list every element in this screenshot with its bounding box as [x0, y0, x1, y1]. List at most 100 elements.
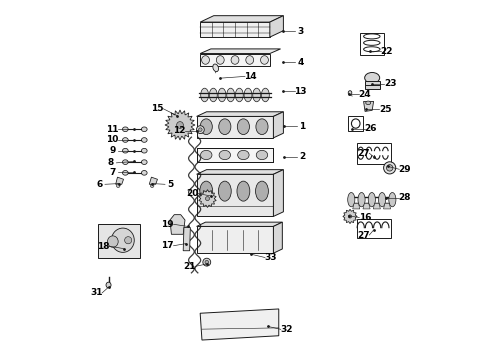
- Ellipse shape: [200, 150, 212, 159]
- Ellipse shape: [142, 160, 147, 165]
- Ellipse shape: [238, 150, 249, 159]
- Polygon shape: [196, 170, 283, 174]
- Text: 33: 33: [265, 253, 277, 262]
- Polygon shape: [199, 190, 216, 207]
- Text: 7: 7: [109, 168, 116, 177]
- Ellipse shape: [205, 197, 210, 201]
- Ellipse shape: [384, 162, 396, 174]
- Ellipse shape: [205, 260, 209, 264]
- Ellipse shape: [196, 126, 204, 134]
- Polygon shape: [353, 203, 360, 209]
- Ellipse shape: [122, 127, 128, 132]
- Ellipse shape: [348, 91, 352, 95]
- Text: 16: 16: [359, 213, 371, 222]
- Text: 15: 15: [151, 104, 163, 113]
- Polygon shape: [200, 16, 283, 22]
- Polygon shape: [384, 203, 391, 209]
- Polygon shape: [365, 81, 380, 89]
- Text: 22: 22: [380, 47, 392, 56]
- Ellipse shape: [246, 56, 254, 64]
- Ellipse shape: [142, 148, 147, 153]
- Text: 28: 28: [398, 193, 411, 202]
- Polygon shape: [200, 309, 279, 340]
- Ellipse shape: [201, 88, 209, 102]
- Ellipse shape: [150, 184, 154, 188]
- Text: 13: 13: [294, 87, 307, 96]
- Polygon shape: [116, 177, 123, 184]
- Ellipse shape: [365, 72, 380, 83]
- Text: 32: 32: [280, 325, 293, 334]
- Ellipse shape: [256, 150, 268, 159]
- Polygon shape: [196, 148, 273, 162]
- Ellipse shape: [368, 193, 375, 207]
- Polygon shape: [200, 49, 281, 54]
- Polygon shape: [149, 177, 157, 184]
- Ellipse shape: [218, 88, 226, 102]
- Polygon shape: [196, 116, 273, 138]
- Ellipse shape: [201, 56, 209, 64]
- Polygon shape: [363, 203, 370, 209]
- Ellipse shape: [348, 193, 355, 207]
- Ellipse shape: [111, 228, 134, 252]
- Ellipse shape: [237, 181, 250, 201]
- Ellipse shape: [389, 193, 396, 207]
- Text: 1: 1: [299, 122, 306, 131]
- Polygon shape: [343, 209, 357, 224]
- Ellipse shape: [219, 181, 231, 201]
- Text: 12: 12: [173, 126, 186, 135]
- Text: 2: 2: [299, 152, 306, 161]
- Ellipse shape: [200, 119, 212, 135]
- Polygon shape: [183, 228, 190, 251]
- Ellipse shape: [142, 171, 147, 175]
- Text: 29: 29: [399, 165, 411, 174]
- Polygon shape: [200, 22, 270, 37]
- Text: 25: 25: [379, 105, 392, 114]
- Ellipse shape: [107, 236, 118, 247]
- Text: 3: 3: [297, 27, 304, 36]
- Text: 27: 27: [357, 149, 370, 158]
- Text: 17: 17: [162, 241, 174, 250]
- Ellipse shape: [122, 148, 128, 153]
- Ellipse shape: [348, 215, 352, 218]
- Ellipse shape: [237, 119, 249, 135]
- Text: 19: 19: [162, 220, 174, 229]
- Ellipse shape: [117, 184, 120, 188]
- Text: 10: 10: [106, 135, 119, 144]
- Text: 8: 8: [108, 158, 114, 167]
- Polygon shape: [196, 112, 283, 116]
- Text: 27: 27: [357, 230, 370, 239]
- Ellipse shape: [387, 165, 393, 171]
- Polygon shape: [98, 224, 140, 258]
- Ellipse shape: [219, 119, 231, 135]
- Ellipse shape: [253, 88, 261, 102]
- Text: 31: 31: [90, 288, 102, 297]
- Polygon shape: [273, 170, 283, 216]
- Polygon shape: [270, 16, 283, 37]
- Ellipse shape: [213, 64, 219, 72]
- Ellipse shape: [124, 237, 132, 244]
- Text: 14: 14: [245, 72, 257, 81]
- Ellipse shape: [200, 181, 213, 201]
- Polygon shape: [200, 54, 270, 66]
- Ellipse shape: [219, 150, 230, 159]
- Ellipse shape: [358, 193, 365, 207]
- Polygon shape: [165, 110, 195, 140]
- Text: 11: 11: [106, 125, 119, 134]
- Ellipse shape: [256, 181, 269, 201]
- Ellipse shape: [231, 56, 239, 64]
- Ellipse shape: [142, 127, 147, 132]
- Polygon shape: [196, 174, 273, 216]
- Text: 23: 23: [384, 79, 396, 88]
- Ellipse shape: [256, 119, 268, 135]
- Text: 21: 21: [183, 262, 196, 271]
- Polygon shape: [196, 226, 273, 253]
- Text: 26: 26: [365, 124, 377, 133]
- Text: 20: 20: [186, 189, 198, 198]
- Ellipse shape: [122, 171, 128, 175]
- Ellipse shape: [203, 258, 211, 266]
- Ellipse shape: [244, 88, 252, 102]
- Text: 18: 18: [97, 242, 109, 251]
- Ellipse shape: [209, 88, 217, 102]
- Ellipse shape: [235, 88, 243, 102]
- Polygon shape: [170, 215, 185, 234]
